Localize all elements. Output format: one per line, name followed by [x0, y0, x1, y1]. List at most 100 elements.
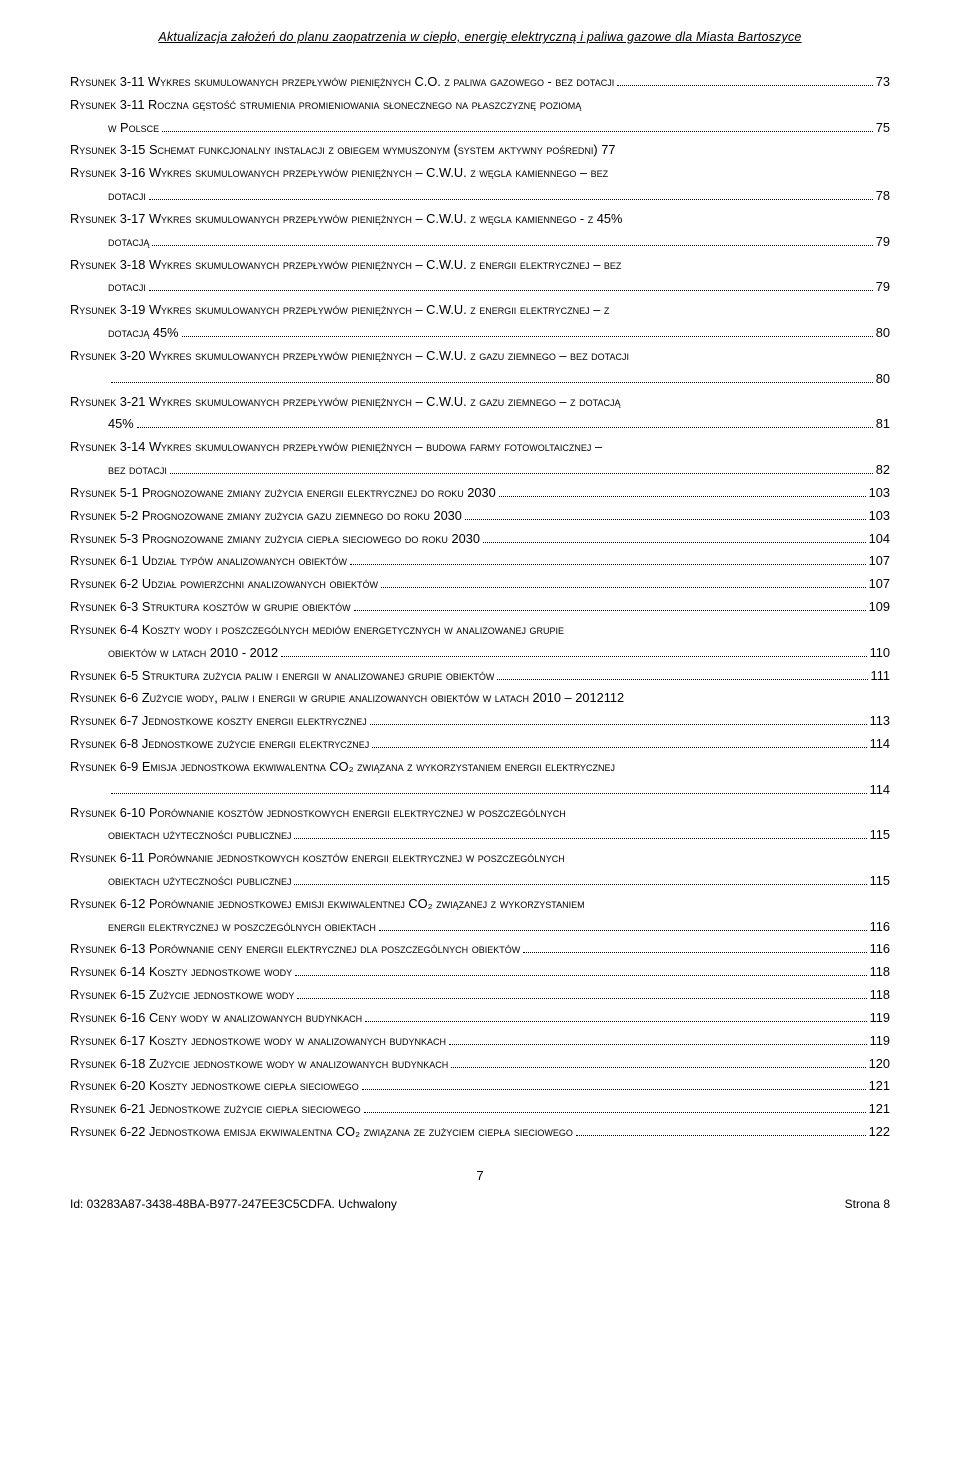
footer-page: Strona 8 — [845, 1197, 890, 1211]
toc-entry: dotacją 45% 80 — [70, 323, 890, 343]
toc-entry-label: Rysunek 6-13 Porównanie ceny energii ele… — [70, 939, 520, 959]
toc-entry-label: Rysunek 5-3 Prognozowane zmiany zużycia … — [70, 529, 480, 549]
toc-entry: Rysunek 6-15 Zużycie jednostkowe wody 11… — [70, 985, 890, 1005]
toc-leader-dots — [370, 715, 867, 725]
toc-leader-dots — [152, 236, 872, 246]
toc-entry-label: energii elektrycznej w poszczególnych ob… — [108, 917, 376, 937]
footer: Id: 03283A87-3438-48BA-B977-247EE3C5CDFA… — [70, 1197, 890, 1211]
toc-entry-label: Rysunek 6-3 Struktura kosztów w grupie o… — [70, 597, 351, 617]
toc-entry-label: Rysunek 6-18 Zużycie jednostkowe wody w … — [70, 1054, 448, 1074]
toc-entry-label: Rysunek 6-1 Udział typów analizowanych o… — [70, 551, 347, 571]
toc-leader-dots — [449, 1035, 867, 1045]
toc-entry: Rysunek 6-7 Jednostkowe koszty energii e… — [70, 711, 890, 731]
toc-entry-label: Rysunek 6-5 Struktura zużycia paliw i en… — [70, 666, 494, 686]
toc-entry-page: 120 — [869, 1054, 890, 1074]
toc-entry: bez dotacji 82 — [70, 460, 890, 480]
toc-entry-label: Rysunek 3-16 Wykres skumulowanych przepł… — [70, 163, 608, 183]
toc-entry: dotacji 79 — [70, 277, 890, 297]
toc-entry-page: 116 — [870, 917, 890, 937]
toc-entry: Rysunek 6-11 Porównanie jednostkowych ko… — [70, 848, 890, 868]
toc-entry: Rysunek 6-18 Zużycie jednostkowe wody w … — [70, 1054, 890, 1074]
toc-entry-label: Rysunek 3-18 Wykres skumulowanych przepł… — [70, 255, 621, 275]
toc-entry: Rysunek 6-1 Udział typów analizowanych o… — [70, 551, 890, 571]
toc-entry-label: obiektach użyteczności publicznej — [108, 871, 291, 891]
toc-leader-dots — [281, 647, 866, 657]
toc-leader-dots — [576, 1126, 866, 1136]
toc-entry-page: 115 — [870, 825, 890, 845]
toc-entry-label: Rysunek 6-14 Koszty jednostkowe wody — [70, 962, 292, 982]
toc-entry-label: Rysunek 3-19 Wykres skumulowanych przepł… — [70, 300, 609, 320]
toc-entry-page: 113 — [870, 711, 890, 731]
toc-entry-page: 121 — [869, 1076, 890, 1096]
toc-entry-page: 107 — [869, 551, 890, 571]
toc-entry: Rysunek 6-8 Jednostkowe zużycie energii … — [70, 734, 890, 754]
toc-entry: Rysunek 6-16 Ceny wody w analizowanych b… — [70, 1008, 890, 1028]
toc-leader-dots — [149, 190, 873, 200]
toc-entry: Rysunek 5-3 Prognozowane zmiany zużycia … — [70, 529, 890, 549]
toc-entry-label: dotacją — [108, 232, 149, 252]
toc-entry: Rysunek 5-2 Prognozowane zmiany zużycia … — [70, 506, 890, 526]
toc-entry: Rysunek 3-16 Wykres skumulowanych przepł… — [70, 163, 890, 183]
toc-entry: Rysunek 3-20 Wykres skumulowanych przepł… — [70, 346, 890, 366]
toc-entry-label: Rysunek 6-20 Koszty jednostkowe ciepła s… — [70, 1076, 359, 1096]
toc-entry-page: 82 — [876, 460, 890, 480]
toc-entry-page: 109 — [869, 597, 890, 617]
toc-entry-page: 114 — [870, 780, 890, 800]
toc-leader-dots — [499, 487, 866, 497]
toc-entry-label: Rysunek 6-11 Porównanie jednostkowych ko… — [70, 848, 565, 868]
toc-leader-dots — [451, 1058, 865, 1068]
toc-entry: Rysunek 6-13 Porównanie ceny energii ele… — [70, 939, 890, 959]
toc-leader-dots — [111, 373, 873, 383]
toc-leader-dots — [362, 1080, 866, 1090]
toc-leader-dots — [137, 418, 873, 428]
toc-entry: obiektach użyteczności publicznej 115 — [70, 871, 890, 891]
document-header: Aktualizacja założeń do planu zaopatrzen… — [70, 30, 890, 44]
toc-entry-page: 115 — [870, 871, 890, 891]
toc-entry: Rysunek 3-15 Schemat funkcjonalny instal… — [70, 140, 890, 160]
toc-entry-page: 114 — [870, 734, 890, 754]
toc-entry: Rysunek 6-12 Porównanie jednostkowej emi… — [70, 894, 890, 914]
page-number: 7 — [70, 1168, 890, 1183]
toc-entry-page: 104 — [869, 529, 890, 549]
toc-entry: Rysunek 6-2 Udział powierzchni analizowa… — [70, 574, 890, 594]
toc-leader-dots — [381, 578, 866, 588]
toc-entry-page: 111 — [871, 666, 890, 686]
toc-entry-label: Rysunek 6-7 Jednostkowe koszty energii e… — [70, 711, 367, 731]
toc-entry-label: dotacji — [108, 186, 146, 206]
toc-entry-label: dotacją 45% — [108, 323, 179, 343]
toc-leader-dots — [483, 533, 866, 543]
toc-entry-page: 79 — [876, 277, 890, 297]
toc-entry-label: Rysunek 6-22 Jednostkowa emisja ekwiwale… — [70, 1122, 573, 1142]
toc-entry-label: Rysunek 6-9 Emisja jednostkowa ekwiwalen… — [70, 757, 615, 777]
toc-entry-page: 119 — [870, 1031, 890, 1051]
toc-entry-page: 116 — [870, 939, 890, 959]
toc-leader-dots — [465, 510, 866, 520]
toc-leader-dots — [364, 1103, 866, 1113]
toc-entry: Rysunek 6-3 Struktura kosztów w grupie o… — [70, 597, 890, 617]
toc-leader-dots — [350, 555, 866, 565]
toc-entry: 80 — [70, 369, 890, 389]
toc-entry-label: Rysunek 6-6 Zużycie wody, paliw i energi… — [70, 688, 624, 708]
toc-entry: Rysunek 3-11 Wykres skumulowanych przepł… — [70, 72, 890, 92]
toc-entry: Rysunek 3-14 Wykres skumulowanych przepł… — [70, 437, 890, 457]
toc-entry-label: obiektów w latach 2010 - 2012 — [108, 643, 278, 663]
toc-entry-label: Rysunek 5-2 Prognozowane zmiany zużycia … — [70, 506, 462, 526]
toc-entry-label: Rysunek 6-4 Koszty wody i poszczególnych… — [70, 620, 564, 640]
toc-entry-label: Rysunek 5-1 Prognozowane zmiany zużycia … — [70, 483, 496, 503]
toc-entry-page: 118 — [870, 985, 890, 1005]
toc-entry: w Polsce 75 — [70, 118, 890, 138]
toc-entry-label: 45% — [108, 414, 134, 434]
toc-entry-label: Rysunek 6-17 Koszty jednostkowe wody w a… — [70, 1031, 446, 1051]
toc-leader-dots — [294, 875, 866, 885]
toc-entry: Rysunek 6-4 Koszty wody i poszczególnych… — [70, 620, 890, 640]
toc-leader-dots — [523, 944, 866, 954]
toc-entry-label: Rysunek 3-11 Wykres skumulowanych przepł… — [70, 72, 614, 92]
toc-leader-dots — [497, 670, 867, 680]
toc-leader-dots — [365, 1012, 866, 1022]
toc-entry: energii elektrycznej w poszczególnych ob… — [70, 917, 890, 937]
toc-entry: Rysunek 6-14 Koszty jednostkowe wody 118 — [70, 962, 890, 982]
toc-entry-page: 107 — [869, 574, 890, 594]
toc-entry-page: 122 — [869, 1122, 890, 1142]
toc-entry: Rysunek 6-22 Jednostkowa emisja ekwiwale… — [70, 1122, 890, 1142]
toc-entry: Rysunek 6-9 Emisja jednostkowa ekwiwalen… — [70, 757, 890, 777]
